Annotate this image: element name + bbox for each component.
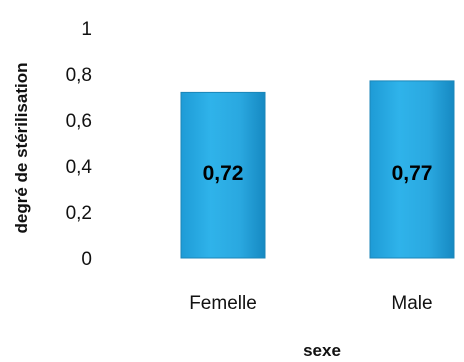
y-tick-label: 0,4 <box>66 157 93 178</box>
bars <box>180 80 455 259</box>
data-labels: 0,72 0,77 <box>203 162 433 185</box>
y-tick-label: 0,2 <box>66 203 92 224</box>
x-category-label: Femelle <box>189 293 257 314</box>
y-tick-label: 0,6 <box>66 111 92 132</box>
y-tick-label: 0 <box>81 249 92 270</box>
x-axis-categories: Femelle Male <box>189 293 432 314</box>
bar <box>180 91 266 259</box>
y-axis-ticks: 0 0,2 0,4 0,6 0,8 1 <box>66 19 93 270</box>
bar-data-label: 0,72 <box>203 162 244 185</box>
y-tick-label: 1 <box>81 19 92 40</box>
y-tick-label: 0,8 <box>66 65 92 86</box>
y-axis-title: degré de stérilisation <box>12 63 31 234</box>
x-axis-title: sexe <box>303 341 341 360</box>
bar <box>369 80 455 259</box>
x-category-label: Male <box>391 293 432 314</box>
bar-data-label: 0,77 <box>392 162 433 185</box>
